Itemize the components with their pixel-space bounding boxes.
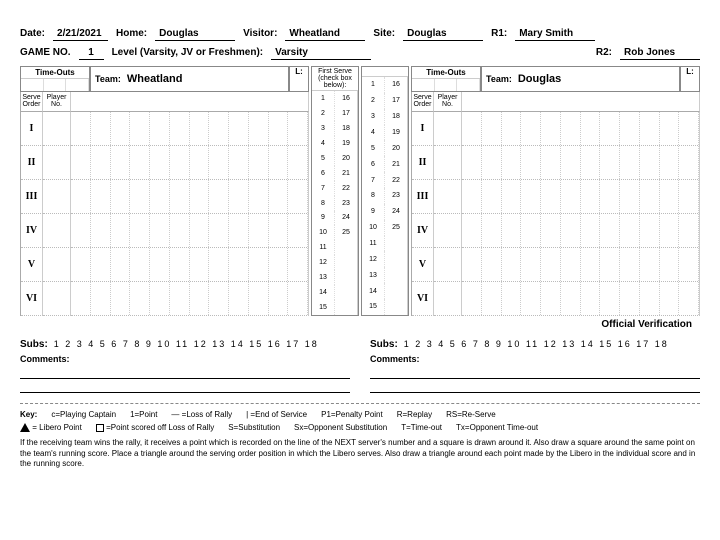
subs-row: Subs:1 2 3 4 5 6 7 8 9 10 11 12 13 14 15…	[20, 339, 700, 350]
visitor-label: Visitor:	[243, 28, 277, 39]
score-row: IV	[411, 214, 700, 248]
serve-order-hdr-r: Serve Order	[412, 92, 434, 112]
score-row: I	[20, 112, 309, 146]
right-team-name: Douglas	[518, 73, 561, 85]
score-row: V	[20, 248, 309, 282]
header-row-1: Date: 2/21/2021 Home: Douglas Visitor: W…	[20, 28, 700, 41]
left-half: Time-Outs Team: Wheatland L: Serve Order…	[20, 66, 309, 316]
center-left-nums: First Serve (check box below): 116217318…	[311, 66, 359, 316]
score-row: IV	[20, 214, 309, 248]
left-l-box: L:	[289, 66, 309, 92]
score-row: I	[411, 112, 700, 146]
date-label: Date:	[20, 28, 45, 39]
score-row: III	[20, 180, 309, 214]
comments-row: Comments: Comments:	[20, 354, 700, 393]
official-verification: Official Verification	[20, 316, 700, 333]
score-area: Time-Outs Team: Wheatland L: Serve Order…	[20, 66, 700, 316]
right-timeouts: Time-Outs	[411, 66, 481, 92]
left-team-box: Team: Wheatland	[90, 66, 289, 92]
left-team-name: Wheatland	[127, 73, 183, 85]
key-row-1: Key: c=Playing Captain 1=Point — =Loss o…	[20, 410, 700, 419]
gameno-label: GAME NO.	[20, 47, 71, 58]
player-no-hdr: Player No.	[43, 92, 71, 112]
serve-order-hdr: Serve Order	[21, 92, 43, 112]
score-row: VI	[20, 282, 309, 316]
visitor-value: Wheatland	[285, 28, 365, 41]
key-row-2: = Libero Point =Point scored off Loss of…	[20, 423, 700, 432]
center-right-nums: 1162173184195206217228239241025111213141…	[361, 66, 409, 316]
subs-right: 1 2 3 4 5 6 7 8 9 10 11 12 13 14 15 16 1…	[404, 339, 669, 349]
level-label: Level (Varsity, JV or Freshmen):	[112, 47, 264, 58]
left-timeouts: Time-Outs	[20, 66, 90, 92]
date-value: 2/21/2021	[53, 28, 108, 41]
r2-label: R2:	[596, 47, 612, 58]
r1-label: R1:	[491, 28, 507, 39]
right-team-box: Team: Douglas	[481, 66, 680, 92]
gameno-value: 1	[79, 47, 104, 60]
score-row: VI	[411, 282, 700, 316]
fine-print: If the receiving team wins the rally, it…	[20, 438, 700, 469]
score-row: II	[20, 146, 309, 180]
home-label: Home:	[116, 28, 147, 39]
right-l-box: L:	[680, 66, 700, 92]
square-icon	[96, 424, 104, 432]
home-value: Douglas	[155, 28, 235, 41]
site-label: Site:	[373, 28, 395, 39]
subs-left: 1 2 3 4 5 6 7 8 9 10 11 12 13 14 15 16 1…	[54, 339, 319, 349]
score-row: III	[411, 180, 700, 214]
score-row: II	[411, 146, 700, 180]
header-row-2: GAME NO. 1 Level (Varsity, JV or Freshme…	[20, 47, 700, 60]
triangle-icon	[20, 423, 30, 432]
right-half: Time-Outs Team: Douglas L: Serve Order P…	[411, 66, 700, 316]
level-value: Varsity	[271, 47, 371, 60]
player-no-hdr-r: Player No.	[434, 92, 462, 112]
score-row: V	[411, 248, 700, 282]
r1-value: Mary Smith	[515, 28, 595, 41]
site-value: Douglas	[403, 28, 483, 41]
r2-value: Rob Jones	[620, 47, 700, 60]
